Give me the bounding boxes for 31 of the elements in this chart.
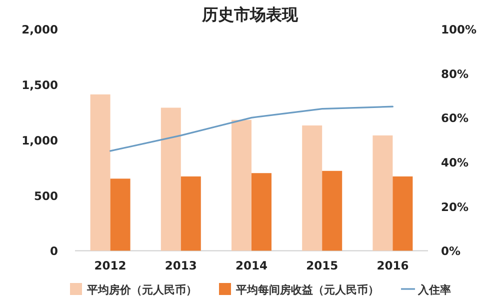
y2-tick-label: 20% [441,200,470,214]
legend-label: 入住率 [417,284,451,296]
y2-tick-label: 40% [441,156,470,170]
bar [90,94,110,251]
y2-tick-label: 100% [441,22,478,36]
bar [110,178,130,251]
y-tick-label: 1,000 [22,133,58,148]
y2-tick-label: 0% [441,244,461,258]
x-tick-label: 2016 [376,258,409,273]
y2-tick-label: 60% [441,111,470,126]
bar [180,176,201,251]
x-tick-label: 2014 [235,258,268,273]
bar [322,170,342,251]
bar [392,176,413,251]
x-tick-label: 2013 [164,258,197,273]
bar [302,125,322,251]
legend-label: 平均房价（元人民币） [86,284,197,296]
x-tick-label: 2012 [94,258,126,273]
chart-title: 历史市场表现 [201,5,299,24]
y-tick-label: 2,000 [22,22,58,36]
bar [372,135,393,251]
y-tick-label: 0 [50,244,58,258]
x-tick-label: 2015 [306,258,338,273]
legend-label: 平均每间房收益（元人民币） [235,284,379,296]
bar [252,173,272,251]
y-tick-label: 1,500 [22,78,58,92]
line-series [110,106,394,152]
y-tick-label: 500 [34,188,58,203]
bar [160,108,181,251]
bar [232,120,252,251]
y2-tick-label: 80% [441,66,470,81]
